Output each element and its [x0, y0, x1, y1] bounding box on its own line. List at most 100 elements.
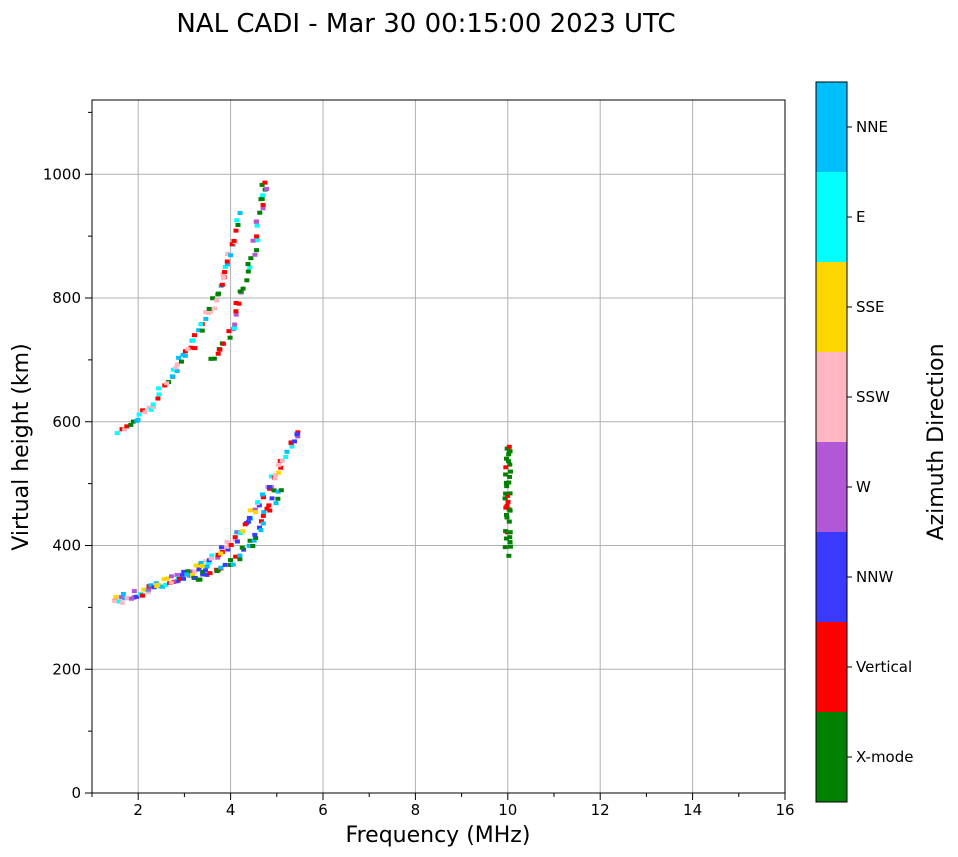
data-mark: [198, 560, 204, 565]
data-mark: [503, 529, 509, 534]
data-mark: [250, 544, 256, 549]
data-mark: [176, 355, 182, 360]
data-mark: [190, 338, 196, 343]
data-mark: [251, 538, 257, 543]
data-mark: [288, 440, 294, 445]
data-mark: [168, 574, 174, 579]
data-mark: [258, 519, 264, 524]
x-tick-label: 16: [775, 801, 794, 819]
data-mark: [192, 575, 198, 580]
data-mark: [176, 576, 182, 581]
data-mark: [185, 347, 191, 352]
colorbar-segment: [816, 622, 847, 712]
data-mark: [151, 585, 157, 590]
data-mark: [233, 228, 239, 233]
x-tick-label: 2: [133, 801, 143, 819]
data-mark: [220, 275, 226, 280]
data-mark: [233, 312, 239, 317]
data-mark: [136, 412, 142, 417]
data-mark: [272, 476, 278, 481]
data-mark: [294, 432, 300, 437]
data-mark: [237, 211, 243, 216]
data-mark: [276, 463, 282, 468]
data-mark: [163, 582, 169, 587]
data-mark: [260, 202, 266, 207]
data-mark: [261, 510, 267, 515]
data-mark: [112, 599, 118, 604]
data-mark: [196, 328, 202, 333]
colorbar-tick-label: SSE: [856, 298, 885, 316]
colorbar-segment: [816, 262, 847, 352]
x-tick-label: 4: [226, 801, 236, 819]
data-mark: [503, 456, 509, 461]
data-mark: [254, 234, 260, 239]
data-mark: [182, 353, 188, 358]
x-axis-ticks: 2 4 6 8 10 12 14 16: [91, 793, 795, 819]
data-mark: [222, 264, 228, 269]
data-mark: [252, 532, 258, 537]
data-mark: [252, 507, 258, 512]
data-mark: [220, 341, 226, 346]
data-mark: [278, 465, 284, 470]
data-mark: [253, 219, 259, 224]
data-mark: [130, 419, 136, 424]
data-mark: [118, 595, 124, 600]
data-mark: [156, 386, 162, 391]
data-mark: [203, 316, 209, 321]
data-mark: [260, 206, 266, 211]
colorbar-segment: [816, 172, 847, 262]
data-mark: [135, 417, 141, 422]
data-mark: [247, 265, 253, 270]
data-mark: [185, 569, 191, 574]
data-mark: [207, 571, 213, 576]
data-mark: [156, 583, 162, 588]
colorbar-frame: [815, 81, 848, 803]
data-mark: [234, 218, 240, 223]
data-mark: [278, 488, 284, 493]
data-mark: [140, 593, 146, 598]
data-mark: [231, 326, 237, 331]
data-mark: [275, 496, 281, 501]
data-mark: [187, 573, 193, 578]
data-mark: [120, 591, 126, 596]
data-mark: [239, 545, 245, 550]
data-mark: [228, 543, 234, 548]
data-mark: [200, 569, 206, 574]
data-mark: [244, 278, 250, 283]
data-mark: [199, 328, 205, 333]
data-mark: [196, 567, 202, 572]
data-mark: [209, 553, 215, 558]
data-mark: [178, 359, 184, 364]
data-mark: [113, 594, 119, 599]
y-tick-label: 400: [52, 537, 81, 555]
data-mark: [253, 510, 259, 515]
data-mark: [155, 396, 161, 401]
colorbar-label: Azimuth Direction: [924, 343, 949, 540]
data-mark: [234, 530, 240, 535]
data-mark: [227, 562, 233, 567]
data-mark: [262, 180, 268, 185]
colorbar-tick-label: W: [856, 478, 871, 496]
data-mark: [148, 583, 154, 588]
data-mark: [214, 298, 220, 303]
data-mark: [506, 452, 512, 457]
data-mark: [503, 512, 509, 517]
data-mark: [224, 544, 230, 549]
data-mark: [181, 576, 187, 581]
y-tick-label: 200: [52, 660, 81, 678]
data-mark: [192, 569, 198, 574]
data-mark: [128, 422, 134, 427]
data-mark: [279, 458, 285, 463]
colorbar-segment: [816, 352, 847, 442]
data-mark: [170, 367, 176, 372]
data-mark: [254, 223, 260, 228]
data-mark: [260, 521, 266, 526]
data-mark: [173, 365, 179, 370]
data-mark: [188, 345, 194, 350]
data-mark: [256, 525, 262, 530]
data-mark: [225, 547, 231, 552]
plot-area: [92, 100, 785, 793]
data-mark: [215, 555, 221, 560]
data-mark: [164, 576, 170, 581]
data-mark: [506, 507, 512, 512]
